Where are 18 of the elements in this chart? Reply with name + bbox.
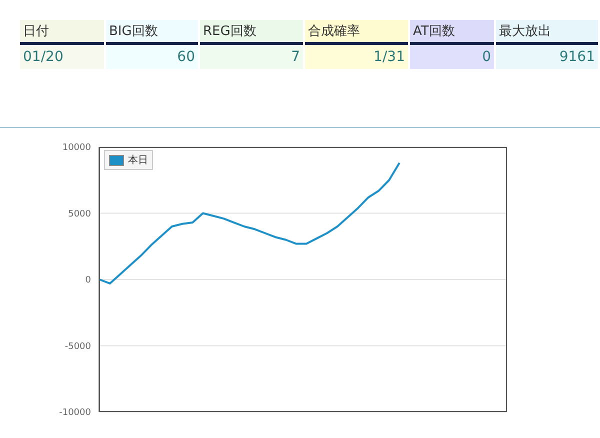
y-tick-label: 10000 <box>62 143 92 154</box>
y-tick-label: 0 <box>85 276 92 286</box>
text: 01/20 <box>20 45 104 69</box>
text: AT回数 <box>410 20 494 45</box>
text: 7 <box>200 45 303 69</box>
legend-label: 本日 <box>127 154 148 167</box>
y-tick-label: 5000 <box>68 209 92 220</box>
text: 1/31 <box>305 45 408 69</box>
text: 9161 <box>496 45 598 69</box>
text: 日付 <box>20 20 104 45</box>
y-tick-label: -5000 <box>64 342 92 352</box>
text: BIG回数 <box>106 20 198 45</box>
text: 合成確率 <box>305 20 408 45</box>
text: REG回数 <box>200 20 303 45</box>
y-tick-label: -10000 <box>59 408 92 418</box>
text: 最大放出 <box>496 20 598 45</box>
text: 60 <box>106 45 198 69</box>
text: 0 <box>410 45 494 69</box>
